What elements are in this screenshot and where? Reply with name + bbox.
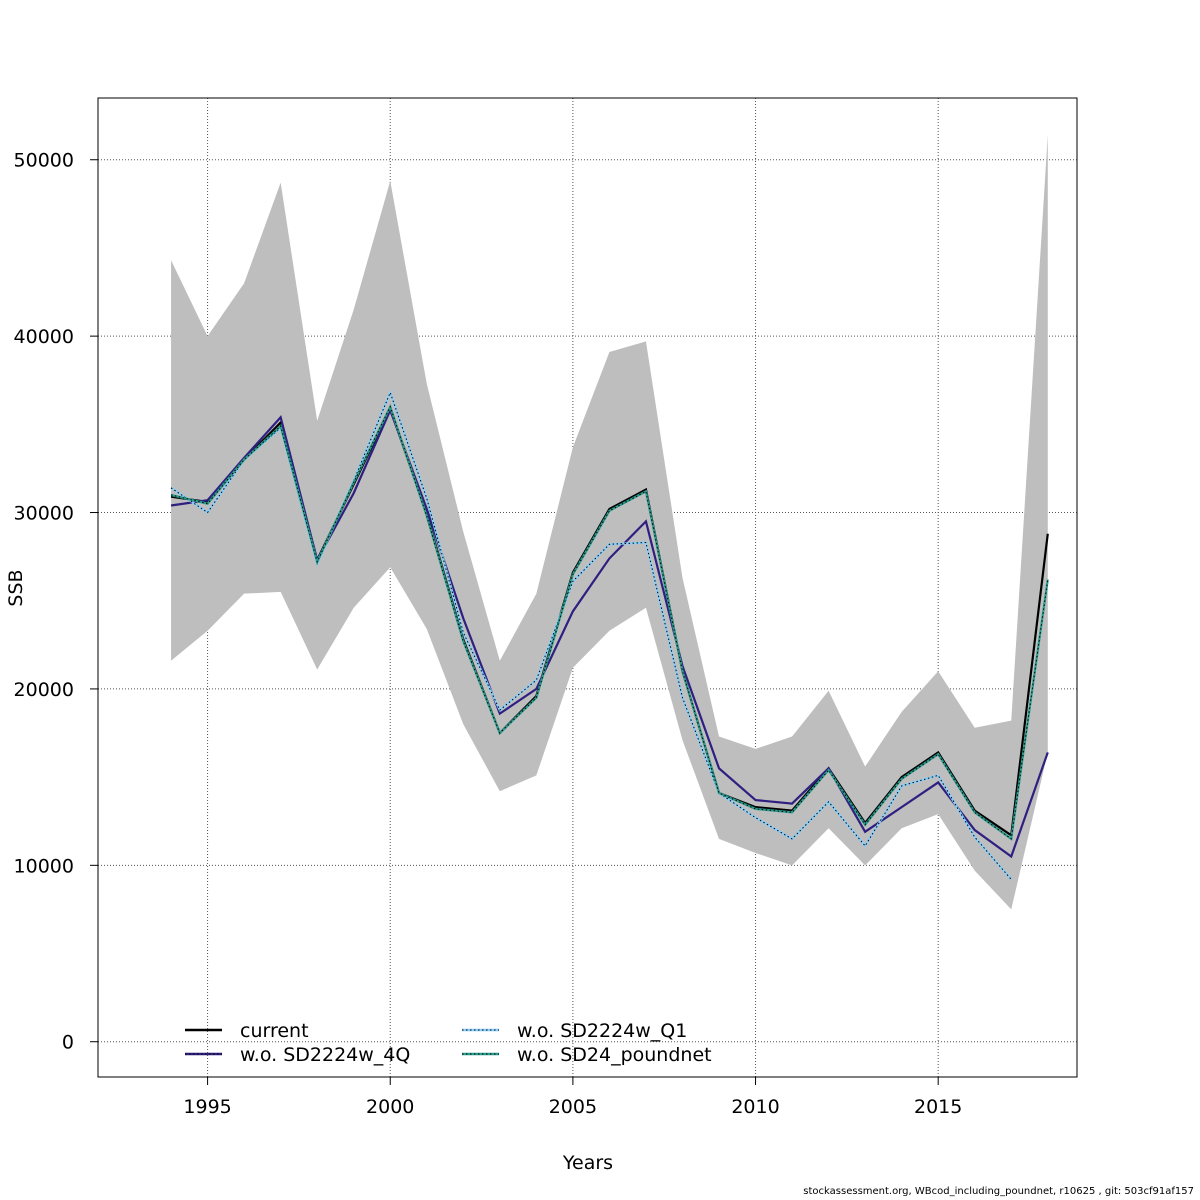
footer-note: stockassessment.org, WBcod_including_pou… [803, 1186, 1194, 1197]
y-tick-label: 40000 [14, 326, 74, 348]
x-tick-label: 1995 [183, 1096, 231, 1118]
y-tick-label: 0 [62, 1032, 74, 1054]
x-tick-label: 2010 [731, 1096, 779, 1118]
series-dots-w-o-sd24-poundnet [170, 405, 1049, 840]
confidence-band [171, 135, 1048, 910]
y-axis: 0 10000 20000 30000 40000 50000 [14, 150, 98, 1054]
legend-label-current: current [240, 1020, 309, 1042]
y-tick-label: 20000 [14, 679, 74, 701]
x-tick-label: 2015 [914, 1096, 962, 1118]
x-axis: 1995 2000 2005 2010 2015 [183, 1077, 962, 1118]
y-tick-label: 10000 [14, 855, 74, 877]
legend-label-w-o-sd2224w-4q: w.o. SD2224w_4Q [240, 1044, 410, 1066]
y-tick-label: 30000 [14, 503, 74, 525]
x-tick-label: 2005 [549, 1096, 597, 1118]
y-tick-label: 50000 [14, 150, 74, 172]
x-tick-label: 2000 [366, 1096, 414, 1118]
y-axis-title: SSB [5, 569, 27, 606]
plot-frame [97, 97, 1078, 1078]
series-lines [170, 389, 1049, 881]
x-axis-title: Years [562, 1152, 613, 1174]
confidence-band-area [171, 135, 1048, 910]
legend-label-w-o-sd24-poundnet: w.o. SD24_poundnet [517, 1044, 712, 1066]
legend-label-w-o-sd2224w-q1: w.o. SD2224w_Q1 [517, 1020, 687, 1042]
